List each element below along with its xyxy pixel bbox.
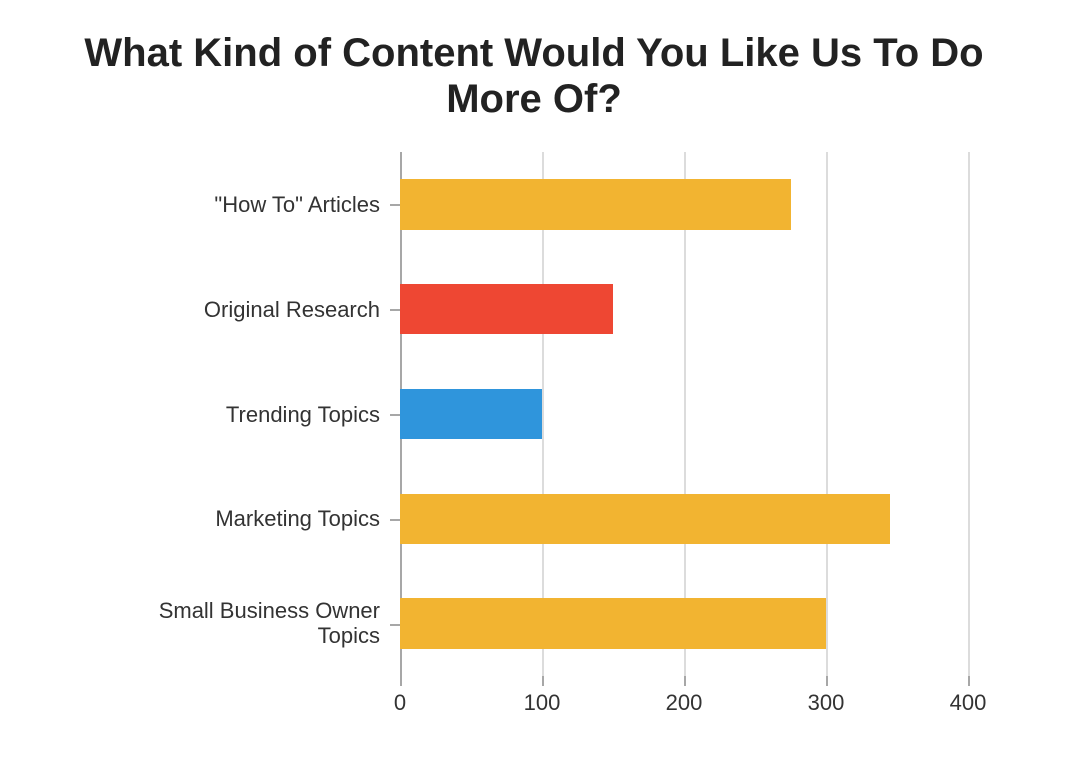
bar <box>400 389 542 439</box>
bar <box>400 494 890 544</box>
x-tick-label: 400 <box>950 690 987 716</box>
bar <box>400 284 613 334</box>
x-tick <box>542 676 544 686</box>
x-tick-label: 300 <box>808 690 845 716</box>
grid-line <box>542 152 544 676</box>
grid-line <box>968 152 970 676</box>
chart-container: What Kind of Content Would You Like Us T… <box>0 0 1068 782</box>
bar <box>400 179 791 229</box>
x-tick <box>684 676 686 686</box>
x-tick-label: 0 <box>394 690 406 716</box>
bar <box>400 598 826 648</box>
y-tick <box>390 204 400 206</box>
x-tick-label: 200 <box>666 690 703 716</box>
x-tick <box>826 676 828 686</box>
grid-line <box>684 152 686 676</box>
y-tick <box>390 309 400 311</box>
x-tick <box>968 676 970 686</box>
x-tick-label: 100 <box>524 690 561 716</box>
y-tick-label: Small Business Owner Topics <box>70 598 380 649</box>
y-tick <box>390 519 400 521</box>
y-tick-label: Trending Topics <box>70 402 380 427</box>
x-tick <box>400 676 402 686</box>
y-tick-label: Original Research <box>70 297 380 322</box>
y-tick <box>390 624 400 626</box>
y-tick <box>390 414 400 416</box>
grid-line <box>826 152 828 676</box>
y-tick-label: "How To" Articles <box>70 192 380 217</box>
chart-title: What Kind of Content Would You Like Us T… <box>60 30 1008 122</box>
plot-area: 0100200300400"How To" ArticlesOriginal R… <box>400 152 968 676</box>
y-tick-label: Marketing Topics <box>70 506 380 531</box>
